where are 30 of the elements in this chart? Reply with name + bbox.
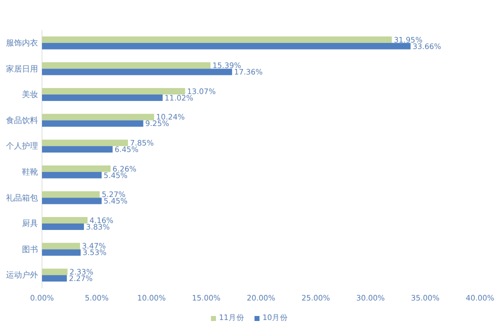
bar [42,88,186,94]
bar [42,42,411,50]
y-tick-label: 个人护理 [6,142,38,151]
y-tick-label: 图书 [22,244,38,254]
bar [42,146,113,153]
y-tick-label: 鞋靴 [22,167,38,176]
bar [42,217,88,224]
bar [42,224,84,230]
bar [42,114,154,120]
bar [42,120,144,127]
bar [42,191,100,198]
bar [42,62,211,69]
bar [42,172,102,178]
y-tick-label: 运动户外 [6,270,38,280]
bar [42,198,102,204]
bar [42,140,128,146]
bar [42,268,68,276]
y-tick-label: 服饰内衣 [6,38,38,48]
bar [42,94,163,101]
bar [42,249,81,256]
y-tick-label: 美妆 [22,90,38,100]
y-tick-label: 礼品箱包 [6,193,38,202]
y-tick-label: 家居日用 [6,64,38,74]
y-tick-label: 食品饮料 [6,116,38,125]
bar [42,165,111,172]
y-tick-label: 厨具 [22,219,38,228]
bar [42,68,232,76]
bar [42,275,67,282]
bar [42,242,80,250]
bar [42,36,392,43]
